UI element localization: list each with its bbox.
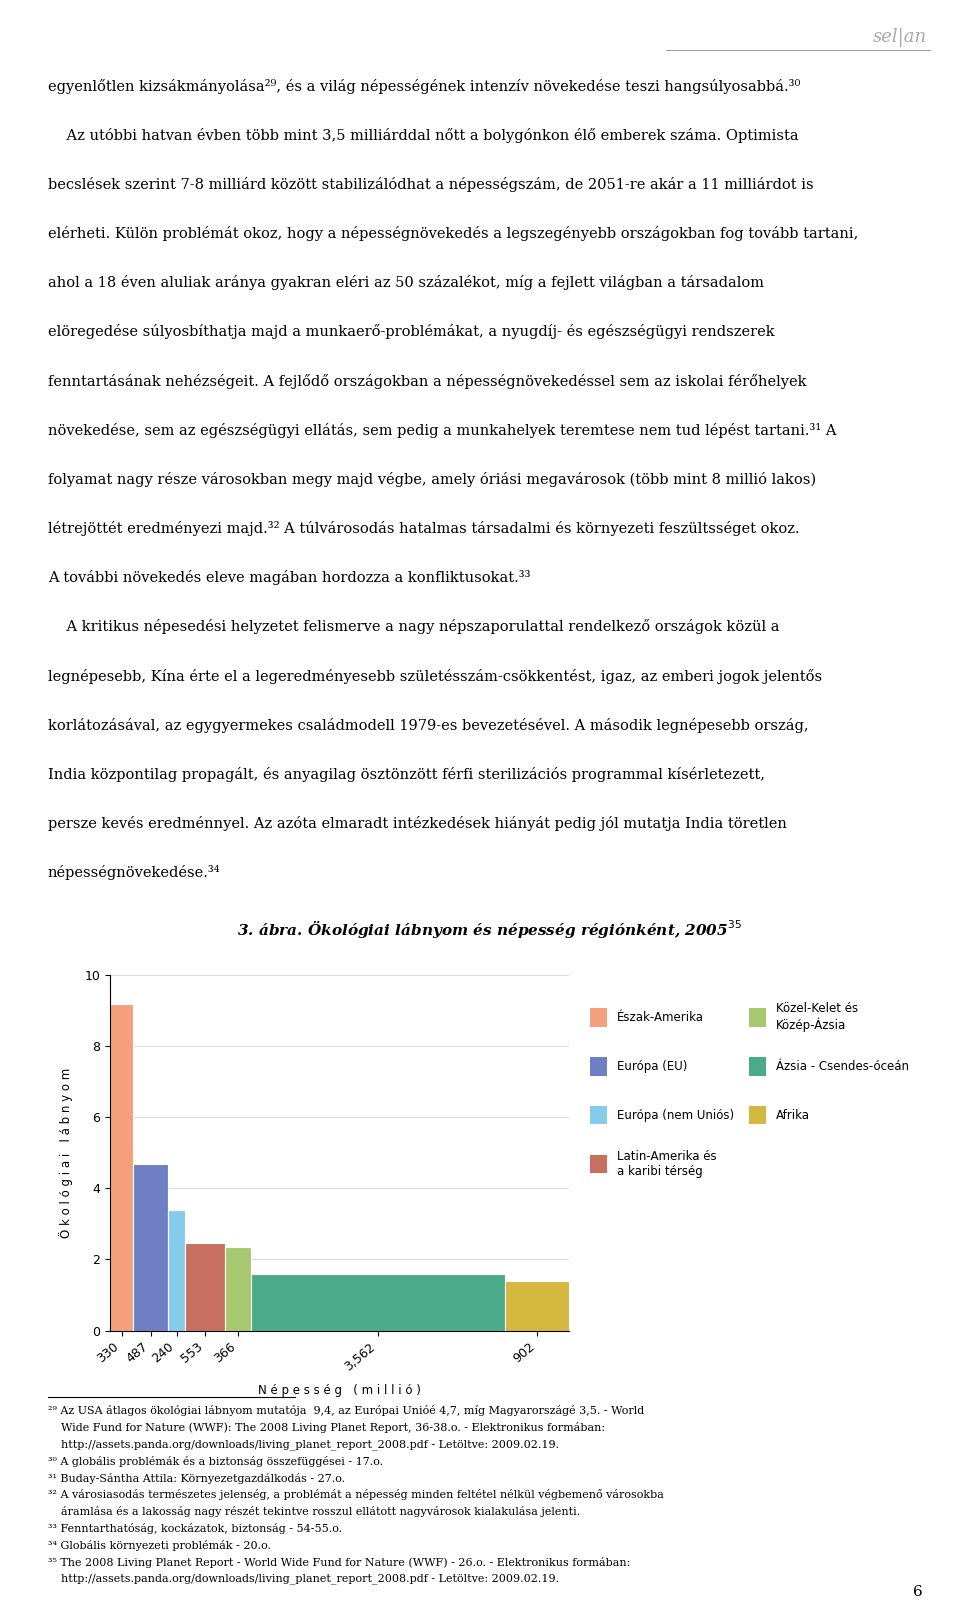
Y-axis label: Ö k o l ó g i a i   l á b n y o m: Ö k o l ó g i a i l á b n y o m	[60, 1067, 73, 1239]
Text: legnépesebb, Kína érte el a legeredményesebb születésszám-csökkentést, igaz, az : legnépesebb, Kína érte el a legeredménye…	[48, 669, 822, 684]
Text: http://assets.panda.org/downloads/living_planet_report_2008.pdf - Letöltve: 2009: http://assets.panda.org/downloads/living…	[61, 1573, 560, 1585]
Text: korlátozásával, az egygyermekes családmodell 1979-es bevezetésével. A második le: korlátozásával, az egygyermekes családmo…	[48, 718, 808, 733]
Bar	[225, 1247, 251, 1331]
Bar	[133, 1164, 168, 1331]
Text: létrejöttét eredményezi majd.³² A túlvárosodás hatalmas társadalmi és környezeti: létrejöttét eredményezi majd.³² A túlvár…	[48, 521, 800, 537]
Text: Latin-Amerika és
a karibi térség: Latin-Amerika és a karibi térség	[617, 1150, 716, 1177]
Text: Afrika: Afrika	[776, 1109, 810, 1122]
Text: ³⁵ The 2008 Living Planet Report - World Wide Fund for Nature (WWF) - 26.o. - El: ³⁵ The 2008 Living Planet Report - World…	[48, 1557, 631, 1568]
Bar	[168, 1210, 185, 1331]
Text: persze kevés eredménnyel. Az azóta elmaradt intézkedések hiányát pedig jól mutat: persze kevés eredménnyel. Az azóta elmar…	[48, 817, 787, 831]
Text: áramlása és a lakosság nagy részét tekintve rosszul ellátott nagyvárosok kialaku: áramlása és a lakosság nagy részét tekin…	[61, 1507, 581, 1517]
Text: Wide Fund for Nature (WWF): ⁠⁠The 2008 Living Planet Report⁠⁠, 36-38.o. - Elektr: Wide Fund for Nature (WWF): ⁠⁠The 2008 L…	[61, 1423, 606, 1433]
Bar	[109, 1004, 133, 1331]
Text: Az utóbbi hatvan évben több mint 3,5 milliárddal nőtt a bolygónkon élő emberek s: Az utóbbi hatvan évben több mint 3,5 mil…	[48, 128, 799, 142]
Bar	[590, 1155, 608, 1174]
Text: népességnövekedése.³⁴: népességnövekedése.³⁴	[48, 865, 221, 880]
Text: ²⁹ Az USA átlagos ökológiai lábnyom mutatója  9,4, az Európai Unióé 4,7, míg Mag: ²⁹ Az USA átlagos ökológiai lábnyom muta…	[48, 1405, 644, 1416]
Text: elérheti. Külön problémát okoz, hogy a népességnövekedés a legszegényebb országo: elérheti. Külön problémát okoz, hogy a n…	[48, 226, 858, 241]
Text: ³² A városiasodás természetes jelenség, a problémát a népesség minden feltétel n: ³² A városiasodás természetes jelenség, …	[48, 1489, 664, 1501]
Bar	[505, 1281, 569, 1331]
Text: Ázsia - Csendes-óceán: Ázsia - Csendes-óceán	[776, 1059, 909, 1072]
Bar	[749, 1007, 766, 1027]
Text: ³⁰ A globális problémák és a biztonság összefüggései - 17.o.: ³⁰ A globális problémák és a biztonság ö…	[48, 1455, 383, 1467]
Bar	[251, 1274, 505, 1331]
Text: egyenlőtlen kizsákmányolása²⁹, és a világ népességének intenzív növekedése teszi: egyenlőtlen kizsákmányolása²⁹, és a vilá…	[48, 79, 801, 94]
Text: 6: 6	[913, 1585, 923, 1599]
Bar	[185, 1243, 225, 1331]
Text: ³⁴ Globális környezeti problémák - 20.o.: ³⁴ Globális környezeti problémák - 20.o.	[48, 1539, 271, 1551]
Text: A további növekedés eleve magában hordozza a konfliktusokat.³³: A további növekedés eleve magában hordoz…	[48, 571, 531, 585]
Bar	[749, 1058, 766, 1075]
Text: Közel-Kelet és
Közép-Ázsia: Közel-Kelet és Közép-Ázsia	[776, 1003, 858, 1032]
Bar	[749, 1106, 766, 1124]
Bar	[590, 1007, 608, 1027]
Bar	[590, 1106, 608, 1124]
Text: ahol a 18 éven aluliak aránya gyakran eléri az 50 százalékot, míg a fejlett vilá: ahol a 18 éven aluliak aránya gyakran el…	[48, 275, 764, 289]
Text: sel|an: sel|an	[873, 27, 926, 47]
Text: Európa (nem Uniós): Európa (nem Uniós)	[617, 1109, 734, 1122]
Text: elöregedése súlyosbíthatja majd a munkaerő-problémákat, a nyugdíj- és egészségüg: elöregedése súlyosbíthatja majd a munkae…	[48, 325, 775, 340]
X-axis label: N é p e s s é g   ( m i l l i ó ): N é p e s s é g ( m i l l i ó )	[258, 1384, 420, 1397]
Text: becslések szerint 7-8 milliárd között stabilizálódhat a népességszám, de 2051-re: becslések szerint 7-8 milliárd között st…	[48, 176, 814, 192]
Text: http://assets.panda.org/downloads/living_planet_report_2008.pdf - Letöltve: 2009: http://assets.panda.org/downloads/living…	[61, 1439, 560, 1450]
Text: ³³ Fenntarthatóság, kockázatok, biztonság - 54-55.o.: ³³ Fenntarthatóság, kockázatok, biztonsá…	[48, 1523, 342, 1535]
Text: 3. ábra. Ökológiai lábnyom és népesség régiónként, 2005$^{35}$: 3. ábra. Ökológiai lábnyom és népesség r…	[237, 918, 742, 939]
Text: A kritikus népesedési helyzetet felismerve a nagy népszaporulattal rendelkező or: A kritikus népesedési helyzetet felismer…	[48, 619, 780, 634]
Text: ³¹ Buday-Sántha Attila: Környezetgazdálkodás - 27.o.: ³¹ Buday-Sántha Attila: Környezetgazdálk…	[48, 1473, 346, 1484]
Bar	[590, 1058, 608, 1075]
Text: növekedése, sem az egészségügyi ellátás, sem pedig a munkahelyek teremtese nem t: növekedése, sem az egészségügyi ellátás,…	[48, 422, 836, 438]
Text: Észak-Amerika: Észak-Amerika	[617, 1011, 704, 1024]
Text: Európa (EU): Európa (EU)	[617, 1059, 687, 1072]
Text: folyamat nagy része városokban megy majd végbe, amely óriási megavárosok (több m: folyamat nagy része városokban megy majd…	[48, 472, 816, 487]
Text: India központilag propagált, és anyagilag ösztönzött férfi sterilizációs program: India központilag propagált, és anyagila…	[48, 766, 765, 783]
Text: fenntartásának nehézségeit. A fejlődő országokban a népességnövekedéssel sem az : fenntartásának nehézségeit. A fejlődő or…	[48, 374, 806, 388]
